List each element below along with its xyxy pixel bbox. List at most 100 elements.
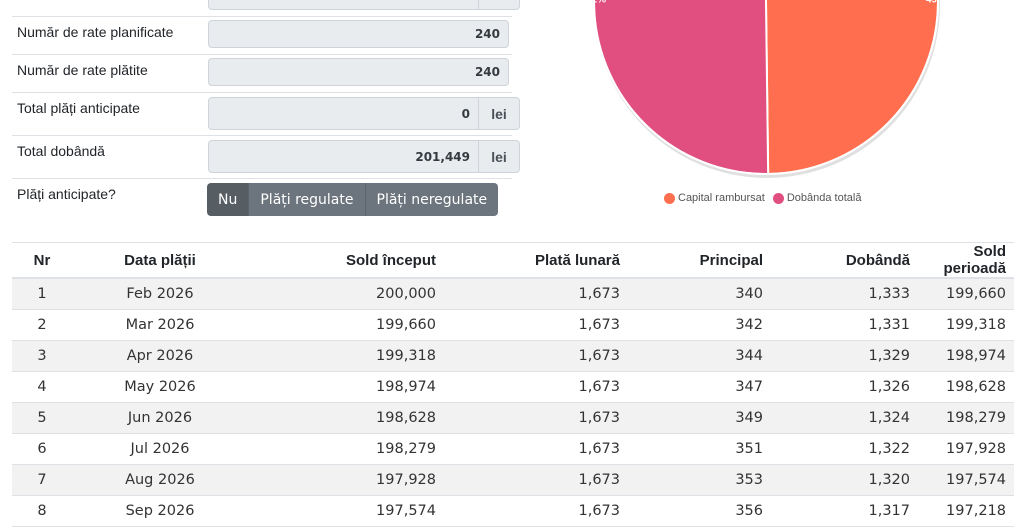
summary-row-paid-installments: Număr de rate plătite 240 bbox=[12, 54, 512, 93]
cell-principal: 349 bbox=[628, 402, 771, 434]
cell-nr: 1 bbox=[12, 278, 72, 310]
table-body: 1 Feb 2026 200,000 1,673 340 1,333 199,660 2 Mar… bbox=[12, 278, 1014, 527]
total-interest-unit: lei bbox=[478, 140, 520, 173]
cell-monthly-payment: 1,673 bbox=[444, 371, 628, 403]
cell-principal: 353 bbox=[628, 464, 771, 496]
col-header-principal[interactable]: Principal bbox=[628, 242, 771, 279]
summary-row-prepayments: Total plăți anticipate 0 lei bbox=[12, 92, 520, 136]
legend-label: Dobânda totală bbox=[786, 192, 862, 204]
cell-start-balance: 199,318 bbox=[248, 340, 444, 372]
cell-interest: 1,317 bbox=[771, 495, 918, 527]
slice-label-interest: 50.2% bbox=[578, 0, 606, 6]
cell-nr: 3 bbox=[12, 340, 72, 372]
col-header-start-balance[interactable]: Sold început bbox=[248, 242, 444, 279]
summary-row-planned-installments: Număr de rate planificate 240 bbox=[12, 16, 512, 55]
cell-end-balance: 198,628 bbox=[918, 371, 1014, 403]
summary-unit-clipped bbox=[478, 0, 520, 10]
cell-principal: 356 bbox=[628, 495, 771, 527]
prepayments-total-value: 0 bbox=[208, 97, 479, 130]
cell-start-balance: 199,660 bbox=[248, 309, 444, 341]
cell-monthly-payment: 1,673 bbox=[444, 309, 628, 341]
cell-monthly-payment: 1,673 bbox=[444, 433, 628, 465]
legend-dot-interest bbox=[772, 192, 784, 204]
cell-date: Apr 2026 bbox=[72, 340, 248, 372]
cell-nr: 2 bbox=[12, 309, 72, 341]
pie-chart-svg: 49.8% 50.2% bbox=[578, 0, 954, 178]
table-row: 7 Aug 2026 197,928 1,673 353 1,320 197,574 bbox=[12, 464, 1014, 496]
summary-label: Total plăți anticipate bbox=[17, 100, 140, 116]
table-row: 5 Jun 2026 198,628 1,673 349 1,324 198,279 bbox=[12, 402, 1014, 434]
cell-interest: 1,331 bbox=[771, 309, 918, 341]
cell-monthly-payment: 1,673 bbox=[444, 278, 628, 310]
cell-monthly-payment: 1,673 bbox=[444, 464, 628, 496]
cell-date: Feb 2026 bbox=[72, 278, 248, 310]
col-header-interest[interactable]: Dobândă bbox=[771, 242, 918, 279]
cell-interest: 1,324 bbox=[771, 402, 918, 434]
cell-interest: 1,326 bbox=[771, 371, 918, 403]
cell-principal: 342 bbox=[628, 309, 771, 341]
cell-end-balance: 197,218 bbox=[918, 495, 1014, 527]
col-header-monthly-payment[interactable]: Plată lunară bbox=[444, 242, 628, 279]
pie-legend: Capital rambursat Dobânda totală bbox=[664, 192, 861, 204]
cell-start-balance: 198,279 bbox=[248, 433, 444, 465]
summary-value-clipped bbox=[208, 0, 479, 10]
cell-date: Jun 2026 bbox=[72, 402, 248, 434]
legend-item-interest[interactable]: Dobânda totală bbox=[772, 192, 862, 204]
prepay-option-irregular[interactable]: Plăți neregulate bbox=[365, 183, 499, 216]
prepay-toggle-group: Nu Plăți regulate Plăți neregulate bbox=[207, 183, 499, 216]
cell-start-balance: 200,000 bbox=[248, 278, 444, 310]
cell-interest: 1,322 bbox=[771, 433, 918, 465]
cell-principal: 344 bbox=[628, 340, 771, 372]
table-row: 8 Sep 2026 197,574 1,673 356 1,317 197,218 bbox=[12, 495, 1014, 527]
cell-nr: 7 bbox=[12, 464, 72, 496]
legend-label: Capital rambursat bbox=[678, 192, 765, 204]
table-row: 3 Apr 2026 199,318 1,673 344 1,329 198,974 bbox=[12, 340, 1014, 372]
cell-end-balance: 197,928 bbox=[918, 433, 1014, 465]
cell-start-balance: 197,574 bbox=[248, 495, 444, 527]
cell-principal: 351 bbox=[628, 433, 771, 465]
pie-chart: 49.8% 50.2% bbox=[560, 0, 970, 185]
pie-slice-capital[interactable] bbox=[765, 0, 939, 176]
cell-nr: 8 bbox=[12, 495, 72, 527]
planned-installments-value: 240 bbox=[208, 20, 509, 48]
cell-date: Mar 2026 bbox=[72, 309, 248, 341]
table-row: 6 Jul 2026 198,279 1,673 351 1,322 197,928 bbox=[12, 433, 1014, 465]
cell-date: Aug 2026 bbox=[72, 464, 248, 496]
cell-date: Sep 2026 bbox=[72, 495, 248, 527]
pie-slice-interest[interactable] bbox=[592, 0, 770, 175]
cell-interest: 1,333 bbox=[771, 278, 918, 310]
cell-start-balance: 198,628 bbox=[248, 402, 444, 434]
cell-date: May 2026 bbox=[72, 371, 248, 403]
prepay-option-regular[interactable]: Plăți regulate bbox=[249, 183, 366, 216]
total-interest-value: 201,449 bbox=[208, 140, 479, 173]
table-row: 2 Mar 2026 199,660 1,673 342 1,331 199,318 bbox=[12, 309, 1014, 341]
legend-item-capital[interactable]: Capital rambursat bbox=[664, 192, 765, 204]
summary-label: Număr de rate plătite bbox=[17, 62, 148, 78]
table-header-row: Nr Data plății Sold început Plată lunară… bbox=[12, 242, 1014, 279]
col-header-nr[interactable]: Nr bbox=[12, 242, 72, 279]
cell-end-balance: 199,318 bbox=[918, 309, 1014, 341]
cell-end-balance: 199,660 bbox=[918, 278, 1014, 310]
col-header-end-balance[interactable]: Sold perioadă bbox=[918, 242, 1014, 279]
cell-interest: 1,320 bbox=[771, 464, 918, 496]
cell-monthly-payment: 1,673 bbox=[444, 402, 628, 434]
cell-monthly-payment: 1,673 bbox=[444, 340, 628, 372]
prepayments-unit: lei bbox=[478, 97, 520, 130]
cell-interest: 1,329 bbox=[771, 340, 918, 372]
table-row: 1 Feb 2026 200,000 1,673 340 1,333 199,660 bbox=[12, 278, 1014, 310]
pie-outline bbox=[593, 0, 939, 175]
amortization-table: Nr Data plății Sold început Plată lunară… bbox=[12, 242, 1014, 527]
slice-label-capital: 49.8% bbox=[926, 0, 954, 6]
cell-date: Jul 2026 bbox=[72, 433, 248, 465]
prepay-question-label: Plăți anticipate? bbox=[17, 186, 116, 202]
summary-row-clipped bbox=[12, 0, 520, 17]
legend-dot-capital bbox=[664, 192, 675, 204]
summary-label: Număr de rate planificate bbox=[17, 24, 174, 40]
prepay-option-no[interactable]: Nu bbox=[207, 183, 250, 216]
cell-end-balance: 197,574 bbox=[918, 464, 1014, 496]
summary-row-total-interest: Total dobândă 201,449 lei bbox=[12, 135, 520, 179]
table-row: 4 May 2026 198,974 1,673 347 1,326 198,628 bbox=[12, 371, 1014, 403]
cell-end-balance: 198,974 bbox=[918, 340, 1014, 372]
col-header-date[interactable]: Data plății bbox=[72, 242, 248, 279]
cell-nr: 6 bbox=[12, 433, 72, 465]
